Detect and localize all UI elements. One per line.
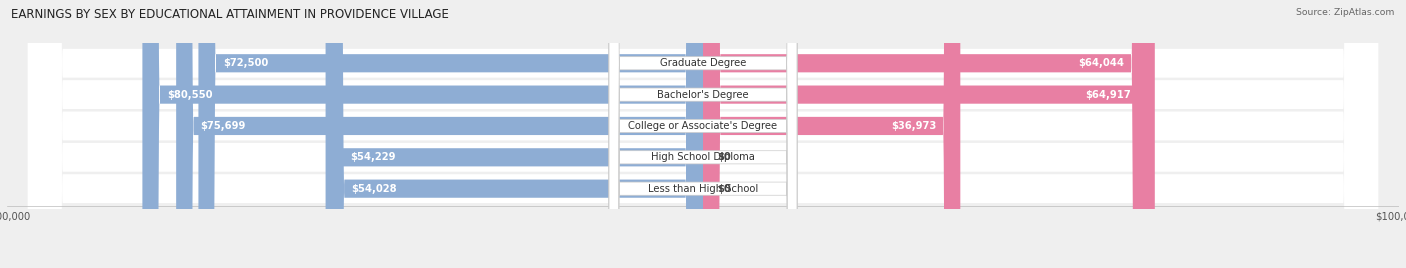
Text: $72,500: $72,500: [222, 58, 269, 68]
FancyBboxPatch shape: [28, 0, 1378, 268]
Text: EARNINGS BY SEX BY EDUCATIONAL ATTAINMENT IN PROVIDENCE VILLAGE: EARNINGS BY SEX BY EDUCATIONAL ATTAINMEN…: [11, 8, 449, 21]
Text: Less than High School: Less than High School: [648, 184, 758, 194]
FancyBboxPatch shape: [328, 0, 703, 268]
FancyBboxPatch shape: [326, 0, 703, 268]
FancyBboxPatch shape: [28, 0, 1378, 268]
FancyBboxPatch shape: [609, 0, 797, 268]
FancyBboxPatch shape: [703, 0, 1154, 268]
Text: $54,028: $54,028: [352, 184, 396, 194]
Text: Bachelor's Degree: Bachelor's Degree: [657, 90, 749, 100]
Text: $0: $0: [717, 184, 731, 194]
FancyBboxPatch shape: [28, 0, 1378, 268]
FancyBboxPatch shape: [142, 0, 703, 268]
Text: $64,917: $64,917: [1084, 90, 1130, 100]
Text: $36,973: $36,973: [891, 121, 936, 131]
Text: $80,550: $80,550: [167, 90, 212, 100]
Text: Source: ZipAtlas.com: Source: ZipAtlas.com: [1296, 8, 1395, 17]
Text: $75,699: $75,699: [201, 121, 246, 131]
Text: High School Diploma: High School Diploma: [651, 152, 755, 162]
FancyBboxPatch shape: [609, 0, 797, 268]
FancyBboxPatch shape: [198, 0, 703, 268]
FancyBboxPatch shape: [609, 0, 797, 268]
Text: College or Associate's Degree: College or Associate's Degree: [628, 121, 778, 131]
FancyBboxPatch shape: [28, 0, 1378, 268]
FancyBboxPatch shape: [609, 0, 797, 268]
FancyBboxPatch shape: [703, 0, 1149, 268]
FancyBboxPatch shape: [609, 0, 797, 268]
Text: $54,229: $54,229: [350, 152, 395, 162]
Text: $0: $0: [717, 152, 731, 162]
Text: $64,044: $64,044: [1078, 58, 1125, 68]
FancyBboxPatch shape: [28, 0, 1378, 268]
FancyBboxPatch shape: [176, 0, 703, 268]
Text: Graduate Degree: Graduate Degree: [659, 58, 747, 68]
FancyBboxPatch shape: [703, 0, 960, 268]
